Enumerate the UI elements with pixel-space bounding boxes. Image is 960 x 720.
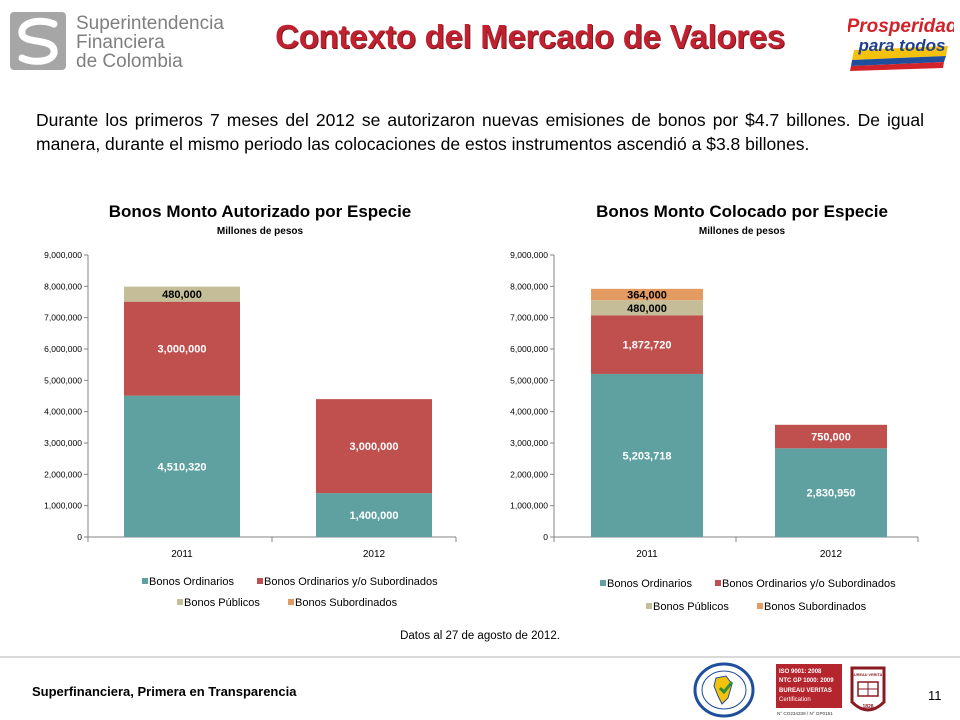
- legend-label-bonos-publicos: Bonos Públicos: [653, 601, 729, 613]
- y-tick-label: 9,000,000: [44, 250, 82, 260]
- y-tick-label: 8,000,000: [44, 281, 82, 291]
- y-tick-label: 2,000,000: [44, 469, 82, 479]
- bar-bonos-ordinarios-subordinados-2011: [124, 301, 240, 396]
- bar-bonos-ordinarios-2011: [591, 373, 703, 537]
- cert-line-3: BUREAU VERITAS: [779, 688, 832, 694]
- data-label-bonos-subordinados-2011: 364,000: [627, 290, 667, 302]
- y-tick-label: 5,000,000: [44, 375, 82, 385]
- legend-label-bonos-ordinarios-subordinados: Bonos Ordinarios y/o Subordinados: [722, 578, 896, 590]
- legend-label-bonos-ordinarios: Bonos Ordinarios: [149, 576, 234, 588]
- footer-tagline: Superfinanciera, Primera en Transparenci…: [32, 684, 297, 699]
- x-tick-label: 2012: [820, 549, 843, 560]
- legend-swatch-bonos-ordinarios-subordinados: [257, 578, 263, 584]
- bureau-veritas-seal-icon: BUREAU VERITAS 1828: [850, 666, 886, 712]
- x-tick-label: 2011: [636, 549, 658, 560]
- legend-swatch-bonos-subordinados: [288, 599, 294, 605]
- logo-text: Superintendencia Financiera de Colombia: [76, 14, 224, 71]
- y-tick-label: 0: [77, 532, 82, 542]
- seal-year: 1828: [862, 704, 873, 710]
- data-label-bonos-ordinarios-subordinados-2012: 750,000: [811, 432, 851, 444]
- page-number: 11: [928, 688, 942, 703]
- data-label-bonos-ordinarios-2011: 4,510,320: [158, 461, 207, 473]
- y-tick-label: 7,000,000: [44, 313, 82, 323]
- y-tick-label: 2,000,000: [510, 469, 548, 479]
- y-tick-label: 1,000,000: [44, 501, 82, 511]
- data-date-note: Datos al 27 de agosto de 2012.: [400, 630, 560, 642]
- cert-numbers: N° CO234339 / N° GP0151: [777, 711, 833, 716]
- data-label-bonos-publicos-2011: 480,000: [162, 289, 202, 301]
- y-tick-label: 3,000,000: [44, 438, 82, 448]
- bar-bonos-ordinarios-2012: [316, 493, 432, 537]
- logo-line-3: de Colombia: [76, 51, 183, 72]
- intro-paragraph: Durante los primeros 7 meses del 2012 se…: [36, 110, 924, 154]
- slide-title: Contexto del Mercado de Valores: [275, 18, 785, 55]
- legend-label-bonos-publicos: Bonos Públicos: [184, 597, 260, 609]
- legend-swatch-bonos-ordinarios: [142, 578, 148, 584]
- legend-swatch-bonos-ordinarios-subordinados: [715, 580, 721, 586]
- logo-line-1: Superintendencia: [76, 13, 224, 34]
- y-tick-label: 0: [543, 532, 548, 542]
- y-tick-label: 7,000,000: [510, 313, 548, 323]
- x-tick-label: 2012: [363, 549, 386, 560]
- data-label-bonos-ordinarios-2012: 1,400,000: [350, 510, 399, 522]
- y-tick-label: 3,000,000: [510, 438, 548, 448]
- cert-line-1: ISO 9001: 2008: [779, 669, 822, 675]
- data-label-bonos-ordinarios-subordinados-2012: 3,000,000: [350, 441, 399, 453]
- legend-label-bonos-ordinarios: Bonos Ordinarios: [607, 578, 692, 590]
- legend-swatch-bonos-ordinarios: [600, 580, 606, 586]
- cert-line-4: Certification: [779, 697, 811, 703]
- data-label-bonos-ordinarios-2011: 5,203,718: [623, 450, 672, 462]
- y-tick-label: 4,000,000: [510, 407, 548, 417]
- bar-bonos-ordinarios-subordinados-2012: [775, 424, 887, 449]
- chart-1-plot: 0 1,000,000 2,000,000 3,000,000 4,000,000 5,0…: [44, 250, 457, 609]
- bar-bonos-publicos-2011: [591, 300, 703, 316]
- data-label-bonos-ordinarios-subordinados-2011: 1,872,720: [623, 340, 672, 352]
- y-tick-label: 9,000,000: [510, 250, 548, 260]
- chart-2-plot: 0 1,000,000 2,000,000 3,000,000 4,000,000 5,0…: [510, 250, 919, 613]
- bar-bonos-ordinarios-subordinados-2011: [591, 315, 703, 374]
- chart-2-title: Bonos Monto Colocado por Especie: [596, 202, 888, 221]
- chart-1-subtitle: Millones de pesos: [216, 226, 304, 237]
- logo-right-line-1: Prosperidad: [848, 16, 954, 37]
- bar-bonos-ordinarios-2012: [775, 448, 887, 537]
- bar-bonos-publicos-2011: [124, 286, 240, 302]
- bar-bonos-ordinarios-2011: [124, 395, 240, 537]
- y-tick-label: 8,000,000: [510, 281, 548, 291]
- data-label-bonos-ordinarios-subordinados-2011: 3,000,000: [158, 344, 207, 356]
- superintendencia-logo: Superintendencia Financiera de Colombia: [10, 12, 224, 72]
- legend-swatch-bonos-publicos: [646, 603, 652, 609]
- seal-text: BUREAU VERITAS: [851, 673, 885, 677]
- logo-right-line-2: para todos: [858, 36, 946, 55]
- data-label-bonos-publicos-2011: 480,000: [627, 303, 667, 315]
- y-tick-label: 4,000,000: [44, 407, 82, 417]
- cert-line-2: NTC GP 1000: 2009: [779, 678, 834, 684]
- footer-divider: [0, 656, 960, 658]
- x-tick-label: 2011: [171, 549, 193, 560]
- y-tick-label: 6,000,000: [44, 344, 82, 354]
- sfc-logo-mark-icon: [10, 12, 66, 70]
- legend-label-bonos-ordinarios-subordinados: Bonos Ordinarios y/o Subordinados: [264, 576, 438, 588]
- logo-line-2: Financiera: [76, 32, 165, 53]
- bar-bonos-subordinados-2011: [591, 288, 703, 301]
- y-tick-label: 6,000,000: [510, 344, 548, 354]
- legend-swatch-bonos-subordinados: [757, 603, 763, 609]
- chart-1-title: Bonos Monto Autorizado por Especie: [108, 202, 412, 221]
- legend-label-bonos-subordinados: Bonos Subordinados: [764, 601, 867, 613]
- data-label-bonos-ordinarios-2012: 2,830,950: [807, 488, 856, 500]
- bar-bonos-ordinarios-subordinados-2012: [316, 399, 432, 494]
- y-tick-label: 5,000,000: [510, 375, 548, 385]
- legend-swatch-bonos-publicos: [177, 599, 183, 605]
- chart-2-subtitle: Millones de pesos: [698, 226, 786, 237]
- y-tick-label: 1,000,000: [510, 501, 548, 511]
- prosperidad-para-todos-logo: Prosperidad para todos: [848, 16, 954, 71]
- iso-certification-badge: ISO 9001: 2008 NTC GP 1000: 2009 BUREAU …: [776, 664, 842, 716]
- quality-seal-icon: [693, 662, 755, 718]
- legend-label-bonos-subordinados: Bonos Subordinados: [295, 597, 398, 609]
